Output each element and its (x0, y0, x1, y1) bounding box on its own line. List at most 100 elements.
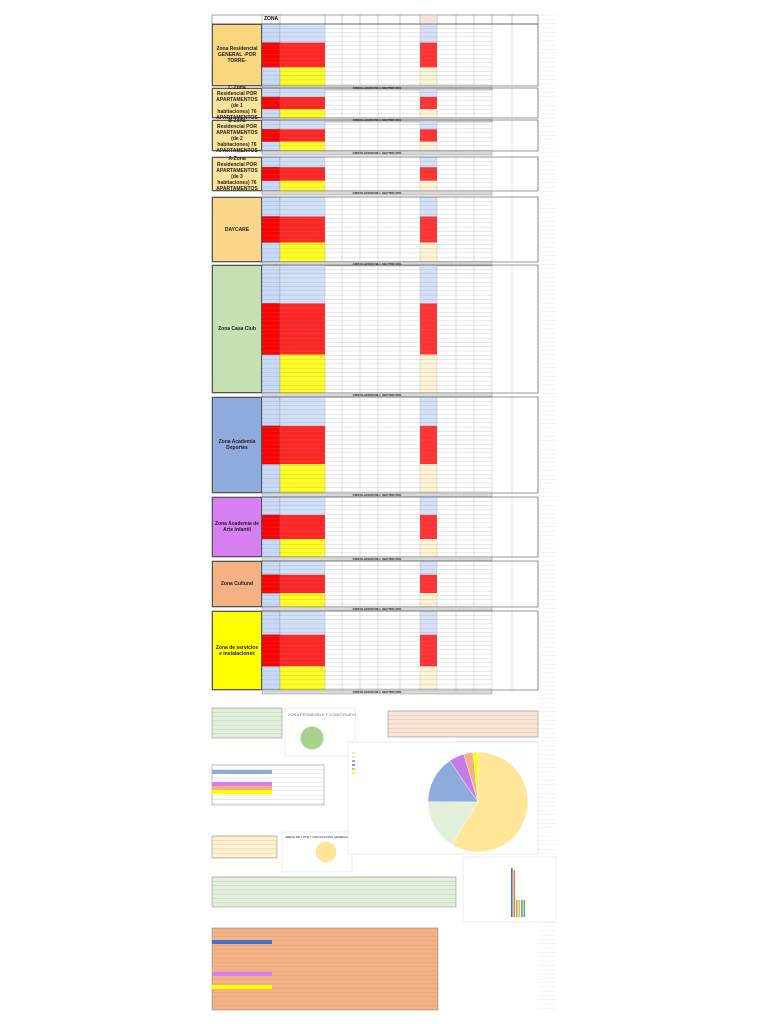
pie-slice (451, 751, 529, 853)
table-block (211, 707, 283, 739)
item-name-cell (280, 167, 325, 181)
legend-swatch (352, 772, 355, 774)
lote-chart-title: AREAS DE LOTE Y CIRCULACION GENERAL (285, 835, 349, 839)
circulation-label: CIRCULACION DE L SECTOR 20% (352, 557, 402, 561)
item-name-cell (280, 157, 325, 168)
item-name-cell (280, 539, 325, 557)
bar-decor (523, 900, 526, 917)
sub-category-cell (261, 610, 281, 635)
sub-category-cell (261, 593, 281, 608)
highlight-column (420, 141, 437, 151)
sub-category-cell (261, 108, 281, 119)
item-name-cell (280, 303, 325, 355)
circulation-row (261, 150, 493, 156)
sub-category-cell (261, 354, 281, 394)
highlight-column (420, 197, 437, 217)
highlight-column (420, 97, 437, 109)
sub-category-cell (261, 129, 281, 142)
table-color-row (212, 985, 272, 989)
chart-panel (462, 856, 557, 923)
highlight-column (420, 265, 437, 304)
sub-category-cell (261, 538, 281, 558)
highlight-column (420, 167, 437, 181)
zona-header: ZONA (264, 16, 279, 22)
pie-slice (472, 751, 479, 803)
highlight-column (420, 354, 437, 393)
highlight-column (420, 303, 437, 355)
sub-category-cell (261, 141, 281, 152)
table-color-row (212, 940, 272, 944)
highlight-column (420, 242, 437, 262)
pie-slice (427, 760, 479, 803)
item-name-cell (280, 216, 325, 243)
highlight-column (420, 666, 437, 690)
circulation-label: CIRCULACION DE L SECTOR 20% (352, 493, 402, 497)
sub-category-cell (261, 42, 281, 68)
zone-label: Zona Residencial GENERAL -POR TORRE- (212, 24, 262, 86)
item-name-cell (280, 593, 325, 607)
item-name-cell (280, 67, 325, 86)
item-name-cell (280, 354, 325, 393)
bar-decor (513, 870, 516, 917)
circulation-label: CIRCULACION DE L SECTOR 20% (352, 393, 402, 397)
item-name-cell (280, 265, 325, 304)
table-block (211, 876, 457, 908)
circulation-label: CIRCULACION DE L SECTOR 20% (352, 151, 402, 155)
highlight-column (420, 157, 437, 168)
highlight-column (420, 561, 437, 575)
zone-label: B-Zona Residencial POR APARTAMENTOS (de … (212, 118, 262, 154)
highlight-column (420, 574, 437, 594)
highlight-column (420, 109, 437, 118)
item-name-cell (280, 634, 325, 667)
bar-decor (518, 900, 521, 917)
item-name-cell (280, 242, 325, 262)
small-pie (314, 840, 338, 864)
sub-category-cell (261, 167, 281, 181)
header-row (211, 14, 539, 25)
highlight-column (420, 539, 437, 557)
sub-category-cell (261, 23, 281, 43)
sub-category-cell (261, 180, 281, 192)
sub-category-cell (261, 634, 281, 667)
legend-swatch (352, 756, 355, 758)
highlight-column (420, 497, 437, 515)
legend-swatch (352, 764, 355, 766)
highlight-column (420, 88, 437, 97)
sub-category-cell (261, 496, 281, 516)
pie-slice (427, 801, 479, 845)
highlight-column (420, 180, 437, 191)
sub-category-cell (261, 425, 281, 465)
item-name-cell (280, 497, 325, 515)
highlight-column (420, 611, 437, 635)
sub-category-cell (261, 560, 281, 575)
zone-label: Zona de servicios e instalaciones (212, 611, 262, 690)
zone-label: Zona Casa Club (212, 265, 262, 393)
bar-decor (521, 900, 523, 917)
sub-category-cell (261, 303, 281, 355)
item-name-cell (280, 88, 325, 97)
highlight-column (420, 216, 437, 243)
item-name-cell (280, 24, 325, 43)
highlight-column (420, 24, 437, 43)
highlight-column (420, 129, 437, 142)
item-name-cell (280, 180, 325, 191)
sub-category-cell (261, 666, 281, 691)
sub-category-cell (261, 196, 281, 217)
item-name-cell (280, 141, 325, 151)
table-block (211, 835, 278, 859)
item-name-cell (280, 425, 325, 465)
item-name-cell (280, 666, 325, 690)
bar-decor (516, 900, 518, 917)
sub-category-cell (261, 264, 281, 304)
zone-label: C-Zona Residencial POR APARTAMENTOS (de … (212, 85, 262, 121)
zone-label: Zona Academia de Arte Infantil (212, 497, 262, 557)
sub-category-cell (261, 96, 281, 110)
zone-label: Zona Academia Deportes (212, 397, 262, 493)
table-color-row (212, 782, 272, 786)
zone-label: DAYCARE (212, 197, 262, 262)
item-name-cell (280, 97, 325, 109)
highlight-column (420, 634, 437, 667)
circulation-label: CIRCULACION DE L SECTOR 20% (352, 690, 402, 694)
